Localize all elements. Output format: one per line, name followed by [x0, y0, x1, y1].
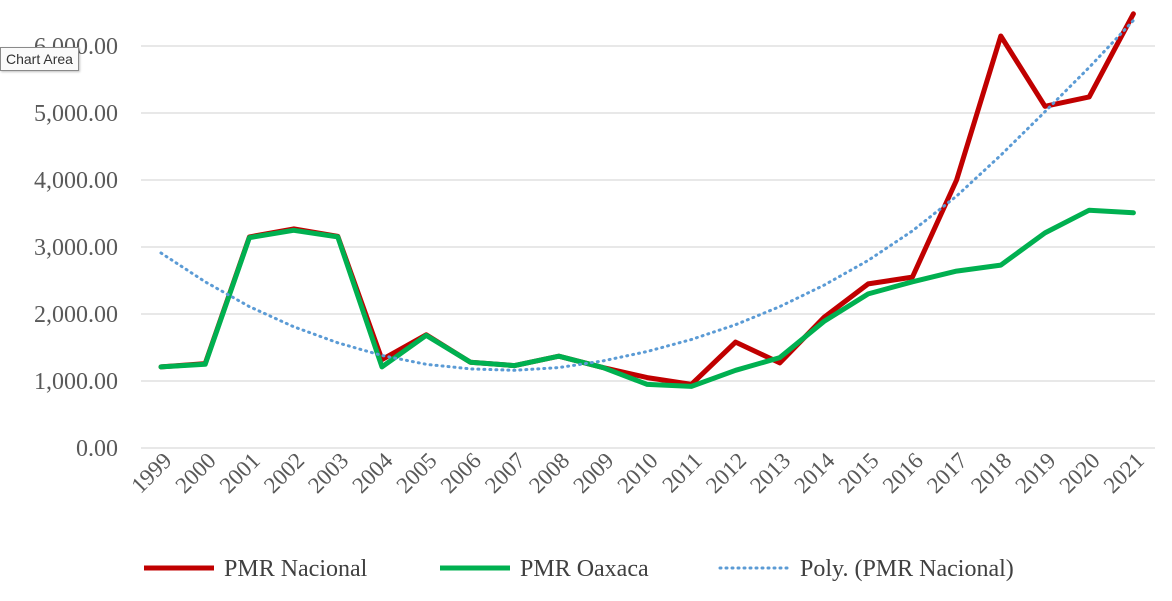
gridlines [141, 45, 1155, 449]
legend-label: PMR Nacional [224, 556, 368, 582]
legend-label: PMR Oaxaca [520, 556, 649, 582]
chart-area-tooltip: Chart Area [0, 47, 79, 71]
y-tick-label: 4,000.00 [34, 168, 118, 194]
x-tick-label: 2019 [1010, 448, 1060, 498]
series-line-1[interactable] [158, 207, 1136, 389]
x-tick-label: 1999 [126, 448, 176, 498]
legend-label: Poly. (PMR Nacional) [800, 556, 1014, 582]
x-tick-label: 2007 [480, 448, 530, 498]
x-tick-label: 2017 [922, 448, 972, 498]
x-tick-label: 2012 [701, 448, 751, 498]
x-axis-tick-labels: 1999200020012002200320042005200620072008… [126, 448, 1149, 499]
y-tick-label: 2,000.00 [34, 302, 118, 328]
x-tick-label: 2009 [568, 448, 618, 498]
x-tick-label: 2020 [1055, 448, 1105, 498]
x-tick-label: 2015 [834, 448, 884, 498]
y-tick-label: 5,000.00 [34, 101, 118, 127]
x-tick-label: 2001 [215, 448, 265, 498]
y-tick-label: 0.00 [76, 436, 118, 462]
series-line-0[interactable] [158, 11, 1136, 387]
x-tick-label: 2006 [436, 448, 486, 498]
x-tick-label: 2004 [347, 448, 398, 499]
x-tick-label: 2021 [1099, 448, 1149, 498]
y-tick-label: 3,000.00 [34, 235, 118, 261]
series-line-2[interactable] [159, 19, 1135, 372]
x-tick-label: 2000 [171, 448, 221, 498]
series-lines [158, 11, 1136, 389]
x-tick-label: 2014 [789, 448, 840, 499]
legend: PMR Nacional PMR Oaxaca Poly. (PMR Naciona… [144, 556, 1014, 582]
x-tick-label: 2005 [392, 448, 442, 498]
x-tick-label: 2010 [613, 448, 663, 498]
x-tick-label: 2011 [657, 448, 707, 498]
x-tick-label: 2003 [303, 448, 353, 498]
y-axis-tick-labels: 0.00 1,000.00 2,000.00 3,000.00 4,000.00 5,00… [34, 34, 118, 462]
x-tick-label: 2018 [966, 448, 1016, 498]
y-tick-label: 1,000.00 [34, 369, 118, 395]
x-tick-label: 2013 [745, 448, 795, 498]
x-tick-label: 2002 [259, 448, 309, 498]
x-tick-label: 2008 [524, 448, 574, 498]
x-tick-label: 2016 [878, 448, 928, 498]
